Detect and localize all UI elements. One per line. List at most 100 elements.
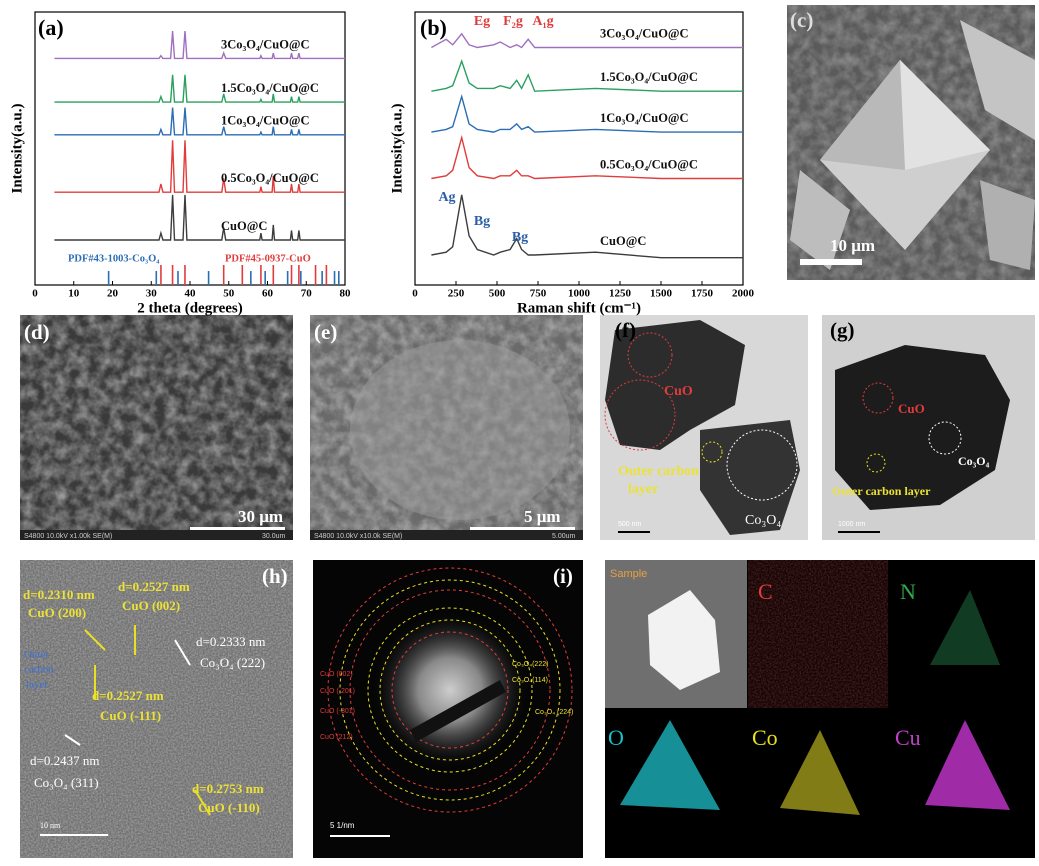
peak-annotation: Eg (474, 14, 490, 29)
spectrum-line (54, 31, 345, 60)
panel-text: 10 μm (830, 236, 875, 255)
panel-label: (j) (1006, 564, 1027, 588)
x-tick-label: 1250 (609, 288, 632, 300)
panel-text: Co₃O₄ (224) (535, 709, 573, 716)
peak-annotation: A₁g (532, 14, 553, 29)
panel-label: (b) (420, 15, 447, 40)
x-tick-label: 250 (448, 288, 465, 300)
panel-text: 1000 nm (838, 521, 865, 528)
sem-image-d (20, 315, 293, 540)
panel-text: 5 1/nm (330, 821, 355, 830)
x-tick-label: 60 (262, 288, 274, 300)
panel-text: d=0.2753 nm (192, 781, 264, 796)
panel-label: (g) (830, 318, 855, 342)
panel-text: CuO (-111) (100, 708, 161, 723)
panel-text: N (900, 579, 916, 604)
panel-text: layer (628, 482, 658, 497)
panel-text: Co₃O₄(222) (512, 661, 548, 668)
y-axis-label: Intensity(a.u.) (9, 103, 25, 193)
panel-label: (c) (790, 8, 813, 32)
series-label: 0.5Co₃O₄/CuO@C (221, 171, 319, 185)
sem-image-e (310, 315, 583, 540)
eds-mapping-j (605, 560, 1035, 858)
panel-text: 500 nm (618, 521, 642, 528)
x-tick-label: 40 (185, 288, 197, 300)
spectrum-line (54, 194, 345, 241)
peak-annotation: Ag (438, 190, 455, 205)
panel-text: S4800 10.0kV x10.0k SE(M) (314, 533, 402, 540)
panel-text: d=0.2527 nm (118, 579, 190, 594)
x-tick-label: 1750 (691, 288, 714, 300)
tem-image-f (600, 315, 808, 540)
panel-text: Co₃O₄ (222) (200, 655, 265, 670)
panel-text: 10 nm (40, 821, 61, 830)
panel-text: O (608, 725, 624, 750)
panel-text: d=0.2527 nm (92, 688, 164, 703)
panel-label: (d) (24, 320, 50, 344)
saed-image-i (313, 560, 583, 858)
x-tick-label: 500 (489, 288, 506, 300)
panel-label: (i) (553, 564, 573, 588)
panel-text: CuO (-301) (320, 708, 355, 715)
panel-label: (f) (615, 318, 636, 342)
series-label: 0.5Co₃O₄/CuO@C (600, 157, 698, 171)
panel-text: CuO (200) (28, 605, 86, 620)
panel-text: 5.00um (552, 533, 576, 540)
series-label: 3Co₃O₄/CuO@C (221, 37, 310, 51)
panel-text: C (758, 579, 773, 604)
panel-text: 5 μm (524, 507, 561, 526)
panel-text: d=0.2333 nm (196, 634, 265, 649)
x-tick-label: 10 (68, 288, 80, 300)
panel-text: CuO (-110) (198, 800, 260, 815)
x-tick-label: 1000 (568, 288, 591, 300)
panel-text: d=0.2437 nm (30, 753, 99, 768)
x-tick-label: 0 (32, 288, 38, 300)
panel-label: (e) (314, 320, 337, 344)
panel-text: CuO (212) (320, 734, 353, 741)
peak-annotation: F₂g (503, 14, 523, 29)
panel-text: Outer (24, 649, 49, 661)
reference-label: PDF#45-0937-CuO (225, 253, 311, 264)
panel-text: carbon (24, 664, 54, 676)
x-axis-label: 2 theta (degrees) (137, 300, 243, 316)
series-label: 1.5Co₃O₄/CuO@C (600, 70, 698, 84)
x-axis-label: Raman shift (cm⁻¹) (517, 300, 641, 316)
panel-text: Outer carbon layer (832, 484, 931, 498)
sem-image-c (787, 5, 1035, 280)
series-label: CuO@C (221, 219, 267, 233)
x-tick-label: 750 (530, 288, 547, 300)
panel-text: CuO (002) (320, 671, 353, 678)
panel-text: S4800 10.0kV x1.00k SE(M) (24, 533, 112, 540)
panel-text: 30 μm (238, 507, 283, 526)
tem-image-g (822, 315, 1035, 540)
x-tick-label: 20 (107, 288, 119, 300)
panel-label: (a) (38, 15, 64, 40)
x-tick-label: 30 (146, 288, 158, 300)
panel-text: Co₃O₄ (311) (34, 775, 99, 790)
reference-label: PDF#43-1003-Co₃O₄ (68, 253, 160, 264)
panel-text: Co₃O₄ (745, 513, 781, 528)
x-tick-label: 70 (301, 288, 313, 300)
series-label: CuO@C (600, 234, 646, 248)
panel-text: CuO (002) (122, 598, 180, 613)
panel-text: Cu (895, 725, 921, 750)
spectrum-line (431, 58, 743, 92)
spectrum-line (431, 134, 743, 180)
spectrum-line (431, 194, 743, 259)
x-tick-label: 2000 (732, 288, 755, 300)
panel-text: CuO (-201) (320, 688, 355, 695)
series-label: 1.5Co₃O₄/CuO@C (221, 81, 319, 95)
x-tick-label: 50 (223, 288, 235, 300)
spectrum-line (431, 32, 743, 49)
x-tick-label: 1500 (650, 288, 673, 300)
series-label: 1Co₃O₄/CuO@C (600, 111, 689, 125)
spectrum-line (54, 74, 345, 103)
x-tick-label: 80 (340, 288, 352, 300)
panel-text: CuO (664, 384, 693, 399)
panel-text: Outer carbon (618, 464, 699, 479)
panel-text: CuO (898, 401, 925, 416)
y-axis-label: Intensity(a.u.) (389, 103, 405, 193)
spectrum-line (54, 107, 345, 136)
